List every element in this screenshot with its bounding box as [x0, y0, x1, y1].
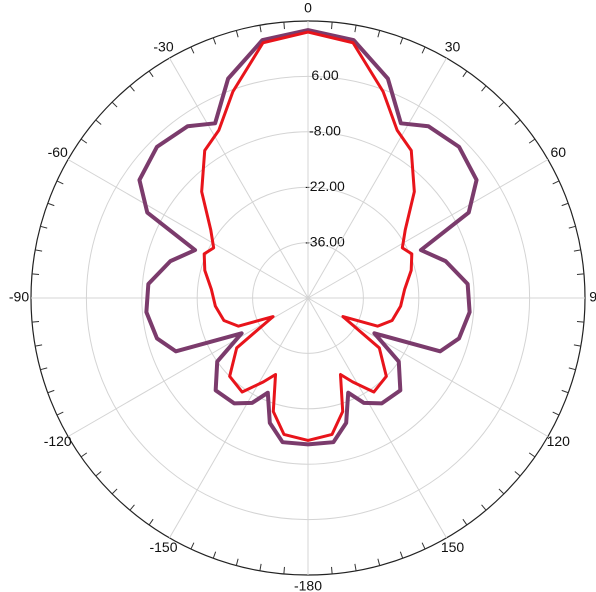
minor-tick — [56, 411, 64, 416]
theta-tick-label: -90 — [9, 289, 29, 305]
minor-tick — [421, 542, 426, 550]
r-tick-label: -22.00 — [305, 178, 345, 194]
minor-tick — [528, 138, 536, 144]
minor-tick — [514, 471, 521, 477]
minor-tick — [514, 119, 521, 125]
minor-tick — [462, 518, 468, 526]
minor-tick — [462, 70, 468, 78]
minor-tick — [80, 452, 88, 458]
grid-spoke — [169, 297, 309, 539]
minor-tick — [354, 563, 357, 571]
minor-tick — [568, 367, 576, 371]
minor-tick — [212, 551, 217, 559]
minor-tick — [576, 273, 584, 275]
theta-tick-label: 60 — [550, 144, 566, 160]
minor-tick — [40, 367, 48, 371]
grid-spoke — [169, 57, 309, 299]
minor-tick — [331, 22, 333, 30]
minor-tick — [552, 180, 560, 185]
minor-tick — [47, 389, 55, 394]
minor-tick — [573, 344, 581, 347]
minor-tick — [32, 273, 40, 275]
minor-tick — [129, 85, 135, 92]
minor-tick — [148, 70, 154, 78]
grid-spoke — [67, 159, 309, 299]
grid-spoke — [307, 57, 447, 299]
theta-tick-label: -60 — [48, 144, 68, 160]
theta-tick-label: -150 — [149, 539, 177, 555]
grid-spoke — [307, 159, 549, 299]
minor-tick — [35, 249, 43, 252]
minor-tick — [111, 101, 118, 108]
minor-tick — [481, 504, 487, 511]
minor-tick — [95, 471, 102, 477]
minor-tick — [235, 558, 239, 566]
minor-tick — [190, 46, 195, 54]
minor-tick — [331, 566, 333, 574]
series-line — [200, 30, 416, 442]
theta-tick-label: -30 — [153, 38, 173, 54]
theta-tick-label: -180 — [294, 578, 322, 592]
minor-tick — [56, 180, 64, 185]
minor-tick — [259, 563, 262, 571]
minor-tick — [561, 389, 569, 394]
minor-tick — [561, 202, 569, 207]
minor-tick — [212, 37, 217, 45]
minor-tick — [568, 225, 576, 229]
minor-tick — [235, 30, 239, 38]
minor-tick — [528, 452, 536, 458]
minor-tick — [35, 344, 43, 347]
minor-tick — [40, 225, 48, 229]
series-line — [137, 28, 479, 447]
r-tick-label: -8.00 — [309, 123, 341, 139]
minor-tick — [95, 119, 102, 125]
minor-tick — [421, 46, 426, 54]
minor-tick — [283, 22, 285, 30]
theta-tick-label: 150 — [441, 539, 465, 555]
minor-tick — [573, 249, 581, 252]
theta-tick-label: 90 — [589, 289, 596, 305]
r-tick-label: -36.00 — [305, 233, 345, 249]
minor-tick — [190, 542, 195, 550]
r-tick-label: 6.00 — [311, 67, 338, 83]
minor-tick — [399, 37, 404, 45]
minor-tick — [32, 321, 40, 323]
minor-tick — [481, 85, 487, 92]
theta-tick-label: 30 — [445, 38, 461, 54]
minor-tick — [498, 101, 505, 108]
minor-tick — [576, 321, 584, 323]
minor-tick — [47, 202, 55, 207]
minor-tick — [80, 138, 88, 144]
minor-tick — [399, 551, 404, 559]
theta-tick-label: 120 — [547, 433, 571, 449]
minor-tick — [552, 411, 560, 416]
minor-tick — [377, 558, 381, 566]
minor-tick — [354, 25, 357, 33]
minor-tick — [129, 504, 135, 511]
theta-tick-label: 0 — [304, 0, 312, 16]
minor-tick — [148, 518, 154, 526]
minor-tick — [283, 566, 285, 574]
minor-tick — [111, 488, 118, 495]
minor-tick — [259, 25, 262, 33]
theta-tick-label: -120 — [44, 433, 72, 449]
grid-spoke — [307, 297, 447, 539]
minor-tick — [498, 488, 505, 495]
minor-tick — [377, 30, 381, 38]
